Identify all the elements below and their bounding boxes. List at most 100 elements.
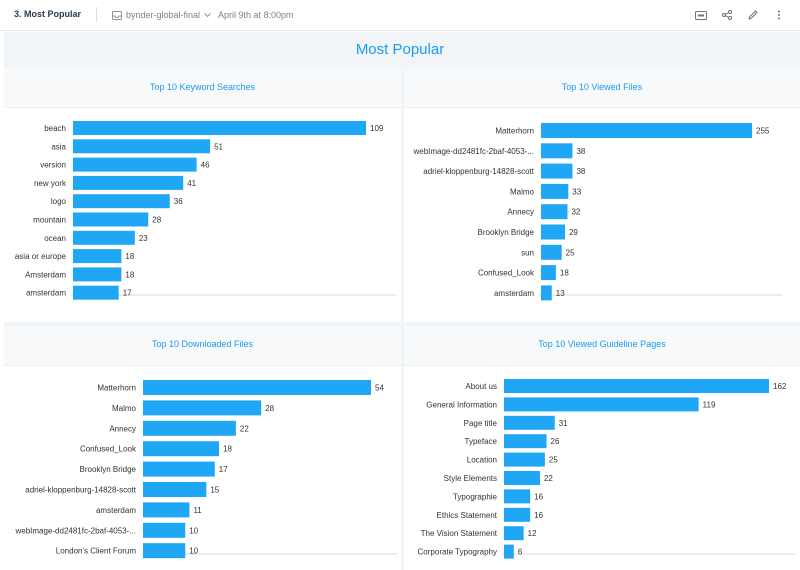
bar[interactable] <box>504 507 531 522</box>
value-label: 54 <box>375 384 384 393</box>
bar[interactable] <box>143 461 215 477</box>
bar[interactable] <box>73 285 119 300</box>
top-bar: 3. Most Popular bynder-global-final Apri… <box>0 0 800 31</box>
category-label: General Information <box>426 400 497 409</box>
category-label: ocean <box>44 234 66 243</box>
bar[interactable] <box>504 415 555 430</box>
value-label: 16 <box>534 511 543 520</box>
bar[interactable] <box>143 543 186 559</box>
bar[interactable] <box>143 380 371 395</box>
downloaded-files-chart: Matterhorn 54 Malmo 28 Annecy 22 Confused_Look… <box>14 380 397 559</box>
value-label: 18 <box>560 269 569 278</box>
chart-title: Top 10 Viewed Guideline Pages <box>538 339 666 349</box>
value-label: 41 <box>187 179 196 188</box>
value-label: 38 <box>576 167 585 176</box>
bar[interactable] <box>541 204 568 220</box>
value-label: 109 <box>370 124 384 133</box>
category-label: Brooklyn Bridge <box>478 228 535 237</box>
bar[interactable] <box>73 157 197 172</box>
bar[interactable] <box>541 244 562 260</box>
toolbar-icons <box>694 8 786 22</box>
bar[interactable] <box>504 471 540 485</box>
category-label: adriel-kloppenburg-14828-scott <box>25 486 137 495</box>
category-label: Confused_Look <box>80 445 137 454</box>
edit-icon[interactable] <box>746 8 760 22</box>
divider <box>96 7 97 22</box>
chart-title: Top 10 Keyword Searches <box>149 82 256 92</box>
value-label: 28 <box>265 404 274 413</box>
value-label: 23 <box>139 234 148 243</box>
bar[interactable] <box>143 400 262 416</box>
category-label: Typographie <box>453 492 498 501</box>
chart-title: Top 10 Downloaded Files <box>151 339 254 349</box>
bar[interactable] <box>504 397 699 412</box>
share-icon[interactable] <box>720 8 734 22</box>
value-label: 46 <box>201 161 210 170</box>
bar[interactable] <box>73 194 170 209</box>
value-label: 255 <box>756 127 770 136</box>
value-label: 10 <box>189 547 198 556</box>
bar[interactable] <box>504 434 547 449</box>
bar[interactable] <box>541 123 752 138</box>
guideline-pages-chart: About us 162 General Information 119 Page ti… <box>418 379 796 559</box>
bar[interactable] <box>541 183 569 199</box>
bar[interactable] <box>73 121 366 135</box>
bar[interactable] <box>504 379 769 393</box>
bar[interactable] <box>143 522 186 538</box>
bar[interactable] <box>541 265 556 281</box>
value-label: 28 <box>152 216 161 225</box>
date-label: April 9th at 8:00pm <box>218 10 294 20</box>
value-label: 15 <box>210 486 219 495</box>
category-label: Ethics Statement <box>437 511 498 520</box>
bar[interactable] <box>541 285 552 301</box>
bar[interactable] <box>541 163 573 179</box>
category-label: webImage-dd2481fc-2baf-4053-... <box>14 526 136 535</box>
category-label: London's Client Forum <box>56 547 137 556</box>
bar[interactable] <box>73 249 122 264</box>
presentation-icon[interactable] <box>694 8 708 22</box>
category-label: About us <box>465 382 497 391</box>
bar[interactable] <box>143 441 219 457</box>
category-label: The Vision Statement <box>421 529 498 538</box>
value-label: 31 <box>559 419 568 428</box>
viewed-files-chart: Matterhorn 255 webImage-dd2481fc-2baf-4053… <box>412 123 782 301</box>
value-label: 162 <box>773 382 787 391</box>
bar[interactable] <box>73 267 122 282</box>
bar[interactable] <box>73 230 135 245</box>
category-label: amsterdam <box>26 289 66 298</box>
bar[interactable] <box>504 544 514 559</box>
bar[interactable] <box>73 212 149 227</box>
inbox-icon <box>112 10 122 20</box>
category-label: Brooklyn Bridge <box>80 465 137 474</box>
bar[interactable] <box>504 526 524 541</box>
bar[interactable] <box>504 452 545 467</box>
bar[interactable] <box>143 420 236 436</box>
panel-keyword-searches: Top 10 Keyword Searches beach 109 asia 51 ve… <box>4 68 401 322</box>
category-label: Typeface <box>465 437 498 446</box>
value-label: 38 <box>576 147 585 156</box>
bar[interactable] <box>541 143 573 159</box>
category-label: Page title <box>464 419 498 428</box>
value-label: 12 <box>528 529 537 538</box>
bar[interactable] <box>73 175 184 190</box>
value-label: 25 <box>549 456 558 465</box>
category-label: beach <box>44 124 66 133</box>
value-label: 22 <box>240 424 249 433</box>
bar[interactable] <box>143 482 207 497</box>
bar[interactable] <box>541 224 565 240</box>
more-icon[interactable] <box>772 8 786 22</box>
category-label: Matterhorn <box>495 127 534 136</box>
bar[interactable] <box>504 489 531 504</box>
category-label: Confused_Look <box>478 269 535 278</box>
category-label: amsterdam <box>494 289 534 298</box>
value-label: 11 <box>193 506 202 515</box>
bar[interactable] <box>143 502 190 518</box>
panel-header <box>404 68 800 108</box>
bar[interactable] <box>73 139 211 154</box>
value-label: 13 <box>556 289 565 298</box>
category-label: Matterhorn <box>97 384 136 393</box>
value-label: 16 <box>534 492 543 501</box>
source-selector[interactable]: bynder-global-final <box>112 8 211 22</box>
panel-header <box>4 68 401 108</box>
panel-viewed-files: Top 10 Viewed Files Matterhorn 255 webImag… <box>404 68 800 322</box>
